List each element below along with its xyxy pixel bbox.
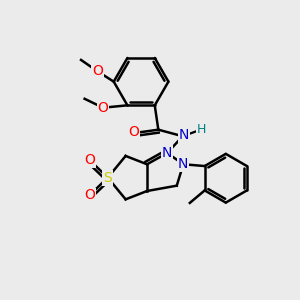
Text: O: O [98,101,109,115]
Text: O: O [84,188,95,203]
Text: N: N [179,128,189,142]
Text: N: N [178,157,188,171]
Text: S: S [103,171,112,184]
Text: O: O [92,64,103,78]
Text: H: H [197,123,206,136]
Text: O: O [128,125,139,139]
Text: O: O [84,153,95,167]
Text: N: N [162,146,172,160]
